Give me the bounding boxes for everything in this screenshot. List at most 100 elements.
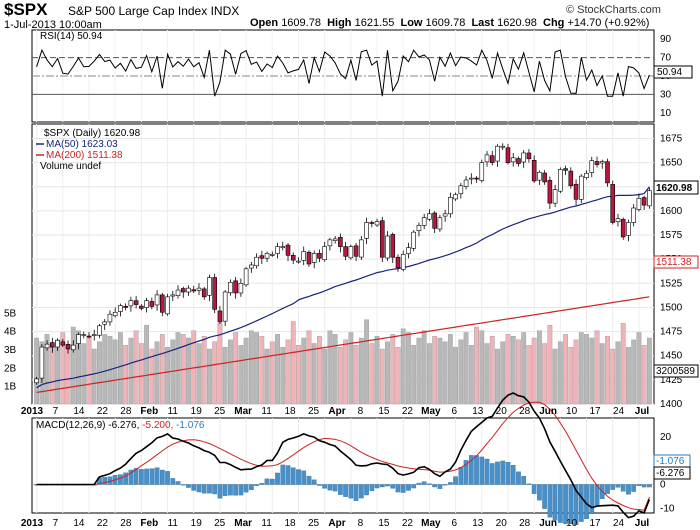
candle-body: [558, 169, 563, 192]
rsi-value-tag: 50.94: [657, 67, 682, 78]
macd-histogram-bar: [521, 476, 527, 485]
volume-bar: [390, 334, 396, 405]
x-tick-label: 28: [120, 406, 132, 417]
volume-bar: [34, 337, 40, 405]
candle-body: [542, 172, 547, 183]
macd-histogram-bar: [542, 484, 547, 509]
candle-body: [531, 160, 537, 182]
volume-tick-label: 3B: [4, 345, 17, 356]
x-tick-label: 18: [285, 518, 297, 529]
x-tick-label: 17: [590, 518, 602, 529]
volume-bar: [269, 341, 275, 405]
volume-bar: [353, 345, 359, 405]
macd-histogram-bar: [364, 484, 369, 496]
volume-bar: [468, 345, 474, 405]
volume-bar: [421, 330, 427, 405]
macd-histogram-bar: [526, 483, 532, 485]
macd-histogram-bar: [442, 484, 448, 486]
macd-histogram-bar: [636, 484, 642, 487]
candle-body: [290, 255, 296, 261]
x-tick-label: 11: [261, 406, 272, 417]
x-tick-label: Feb: [140, 406, 158, 417]
candle-body: [479, 162, 485, 181]
macd-histogram-bar: [474, 455, 479, 485]
volume-bar: [290, 321, 296, 405]
candle-body: [306, 251, 312, 265]
volume-bar: [159, 334, 165, 405]
candle-body: [568, 170, 574, 187]
volume-bar: [385, 341, 390, 405]
x-tick-label: 14: [73, 518, 85, 529]
macd-histogram-bar: [254, 484, 259, 486]
chart-date: 1-Jul-2013 10:00am: [4, 19, 102, 31]
x-tick-label: 2013: [21, 518, 44, 529]
candle-body: [432, 212, 437, 229]
macd-histogram-bar: [484, 458, 490, 485]
macd-histogram-bar: [180, 484, 186, 486]
volume-bar: [327, 330, 333, 405]
volume-bar: [568, 346, 574, 405]
x-tick-label: 20: [496, 406, 508, 417]
macd-histogram-bar: [175, 481, 181, 485]
macd-histogram-bar: [568, 484, 574, 524]
volume-bar: [536, 330, 542, 405]
candle-body: [495, 145, 500, 162]
candle-body: [427, 213, 432, 220]
candle-body: [249, 264, 254, 269]
volume-bar: [44, 334, 50, 405]
macd-histogram-bar: [159, 469, 165, 485]
candle-body: [70, 344, 76, 351]
volume-bar: [589, 337, 595, 405]
candle-body: [233, 280, 238, 294]
rsi-line: [36, 48, 650, 97]
candle-body: [610, 184, 616, 223]
volume-bar: [557, 341, 563, 405]
macd-signal-line: [36, 401, 650, 511]
candle-body: [50, 342, 55, 348]
x-tick-label: Feb: [140, 518, 158, 529]
macd-histogram-bar: [427, 483, 432, 485]
candle-body: [175, 289, 181, 296]
volume-bar: [138, 343, 144, 405]
macd-histogram-bar: [290, 467, 296, 485]
x-tick-label: 25: [308, 518, 320, 529]
candle-body: [39, 346, 45, 379]
volume-bar: [484, 343, 490, 405]
candle-body: [144, 300, 149, 308]
volume-bar: [442, 341, 448, 405]
x-tick-label: 11: [261, 518, 272, 529]
volume-value-box: [653, 364, 699, 378]
volume-bar: [337, 346, 343, 405]
candle-body: [510, 157, 516, 163]
macd-histogram-bar: [400, 484, 406, 493]
candle-body: [55, 339, 60, 348]
candle-body: [228, 282, 233, 294]
candle-body: [107, 313, 113, 323]
candle-body: [97, 325, 102, 336]
volume-bar: [102, 334, 108, 405]
macd-histogram-bar: [353, 484, 359, 501]
macd-histogram-bar: [421, 481, 427, 485]
volume-bar: [636, 332, 642, 405]
volume-bar: [296, 345, 301, 405]
candle-body: [521, 152, 526, 163]
volume-bar: [238, 345, 244, 405]
volume-bar: [65, 345, 71, 405]
ma50-legend: MA(50) 1623.03: [46, 139, 118, 150]
rsi-tick-label: 90: [660, 34, 672, 45]
candle-body: [60, 341, 66, 346]
price-tick-label: 1675: [660, 133, 683, 144]
price-tick-label: 1450: [660, 351, 683, 362]
candle-body: [259, 255, 265, 259]
candle-body: [547, 180, 553, 204]
candle-body: [301, 251, 307, 261]
volume-bar: [222, 346, 228, 405]
candle-body: [453, 194, 458, 200]
candle-body: [411, 231, 416, 249]
candle-body: [123, 305, 128, 308]
macd-histogram-bar: [557, 484, 563, 523]
x-tick-label: 15: [378, 518, 390, 529]
volume-tick-label: 5B: [4, 308, 17, 319]
index-name: S&P 500 Large Cap Index INDX: [68, 4, 240, 18]
macd-histogram-bar: [149, 468, 155, 485]
